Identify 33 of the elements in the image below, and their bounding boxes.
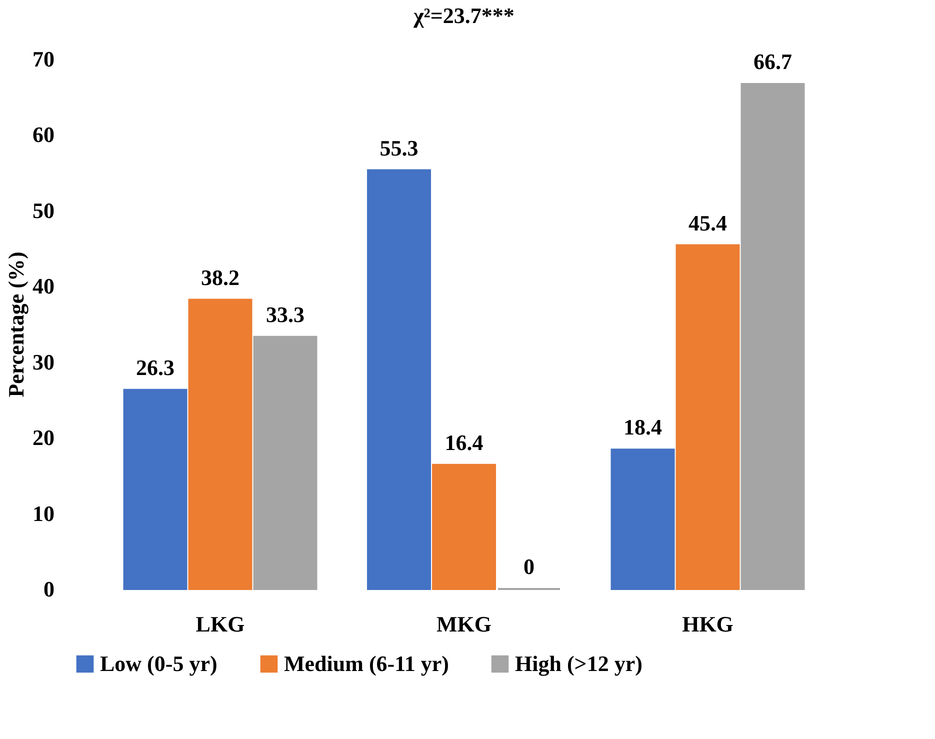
legend-label: Medium (6-11 yr) bbox=[284, 651, 449, 676]
bar bbox=[253, 336, 318, 590]
y-tick-label: 30 bbox=[32, 349, 54, 374]
bar bbox=[676, 244, 740, 590]
data-label: 18.4 bbox=[624, 414, 662, 440]
x-tick-label: MKG bbox=[436, 612, 492, 636]
x-tick-label: LKG bbox=[196, 612, 245, 636]
bar bbox=[188, 298, 252, 590]
y-tick-label: 60 bbox=[32, 122, 54, 148]
bar bbox=[740, 82, 805, 590]
y-tick-label: 0 bbox=[44, 576, 54, 602]
bar bbox=[432, 464, 496, 590]
bar bbox=[610, 448, 675, 590]
data-label: 33.3 bbox=[266, 302, 304, 327]
y-tick-label: 40 bbox=[32, 274, 54, 299]
y-tick-label: 20 bbox=[32, 425, 54, 450]
data-label: 38.2 bbox=[201, 264, 240, 290]
bar bbox=[123, 388, 188, 590]
text: χ²=23.7*** bbox=[412, 3, 514, 28]
data-label: 55.3 bbox=[380, 135, 418, 160]
y-axis-title: Percentage (%) bbox=[4, 252, 28, 398]
x-tick-label: HKG bbox=[682, 612, 734, 636]
bar bbox=[367, 169, 431, 590]
y-tick-label: 10 bbox=[32, 500, 54, 526]
data-label: 66.7 bbox=[754, 48, 792, 74]
y-tick-label: 70 bbox=[32, 46, 54, 72]
y-tick-label: 50 bbox=[32, 198, 54, 223]
legend-label: Low (0-5 yr) bbox=[100, 651, 218, 676]
legend-label: High (>12 yr) bbox=[515, 651, 642, 676]
data-label: 26.3 bbox=[136, 354, 174, 380]
data-label: 16.4 bbox=[444, 430, 484, 455]
data-label: 0 bbox=[524, 554, 534, 579]
data-label: 45.4 bbox=[688, 210, 727, 236]
